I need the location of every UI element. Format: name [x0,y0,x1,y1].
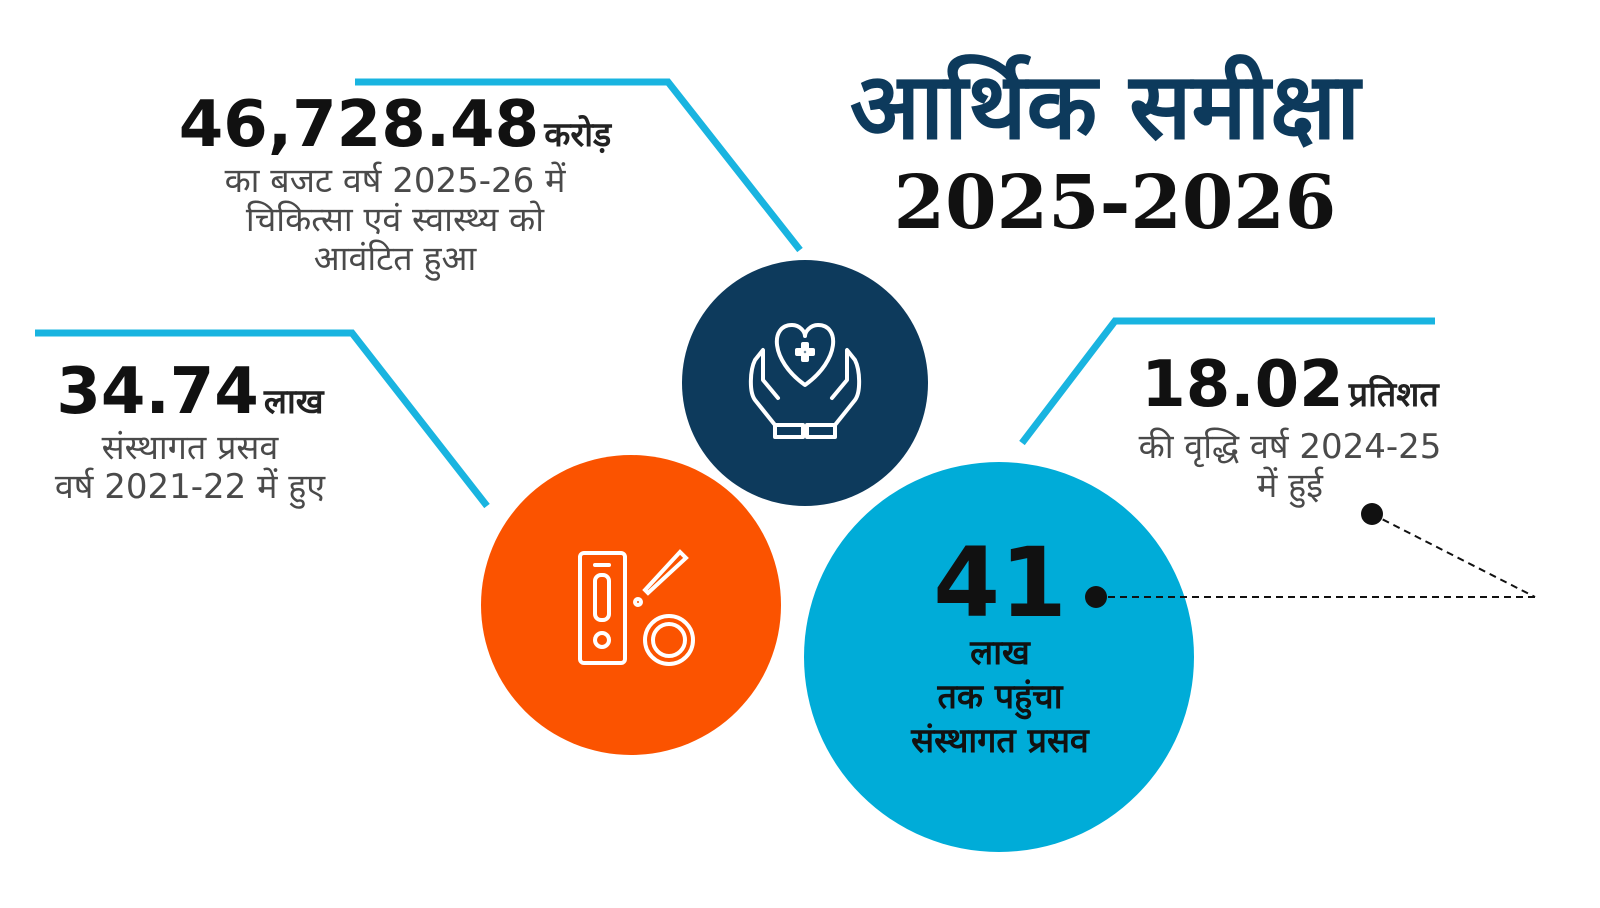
stat-unit: करोड़ [544,115,612,155]
stat-unit: प्रतिशत [1348,375,1439,415]
connector-line-right [1019,317,1435,446]
dashed-pointer-line [1371,513,1536,598]
pointer-dot [1361,503,1383,525]
stat-line: तक पहुंचा [937,677,1063,718]
connector-line-left [35,329,490,509]
stat-value: 41 [933,527,1067,639]
stat-unit: लाख [263,382,324,422]
stat-value: 34.74 [56,355,259,429]
stat-line: का बजट वर्ष 2025-26 में [224,161,566,201]
stat-growth: 18.02 प्रतिशत की वृद्धि वर्ष 2024-25 में… [1090,348,1490,506]
cyan-circle [804,462,1194,852]
test-kit-dropper-icon [578,549,695,666]
stat-line: संस्थागत प्रसव [101,428,279,468]
pointer-dot [1085,586,1107,608]
stat-line: वर्ष 2021-22 में हुए [54,467,326,508]
stat-deliveries-now: 41 लाख तक पहुंचा संस्थागत प्रसव [860,535,1140,764]
stat-line: की वृद्धि वर्ष 2024-25 [1138,427,1442,467]
stat-line: लाख [970,633,1030,673]
stat-line: चिकित्सा एवं स्वास्थ्य को [245,200,545,241]
stat-line: संस्थागत प्रसव [911,721,1089,762]
stat-deliveries-2021: 34.74 लाख संस्थागत प्रसव वर्ष 2021-22 मे… [20,355,360,507]
hands-heart-cross-icon [748,323,862,439]
title-hindi: आर्थिक समीक्षा [849,52,1361,160]
title-year: 2025-2026 [893,160,1337,246]
stat-line: आवंटित हुआ [313,239,477,280]
stat-line: में हुई [1257,466,1323,507]
orange-circle [481,455,781,755]
stat-value: 46,728.48 [178,88,540,162]
stat-value: 18.02 [1141,348,1344,422]
connector-line-top [355,78,803,253]
stat-budget: 46,728.48 करोड़ का बजट वर्ष 2025-26 में … [160,88,630,279]
